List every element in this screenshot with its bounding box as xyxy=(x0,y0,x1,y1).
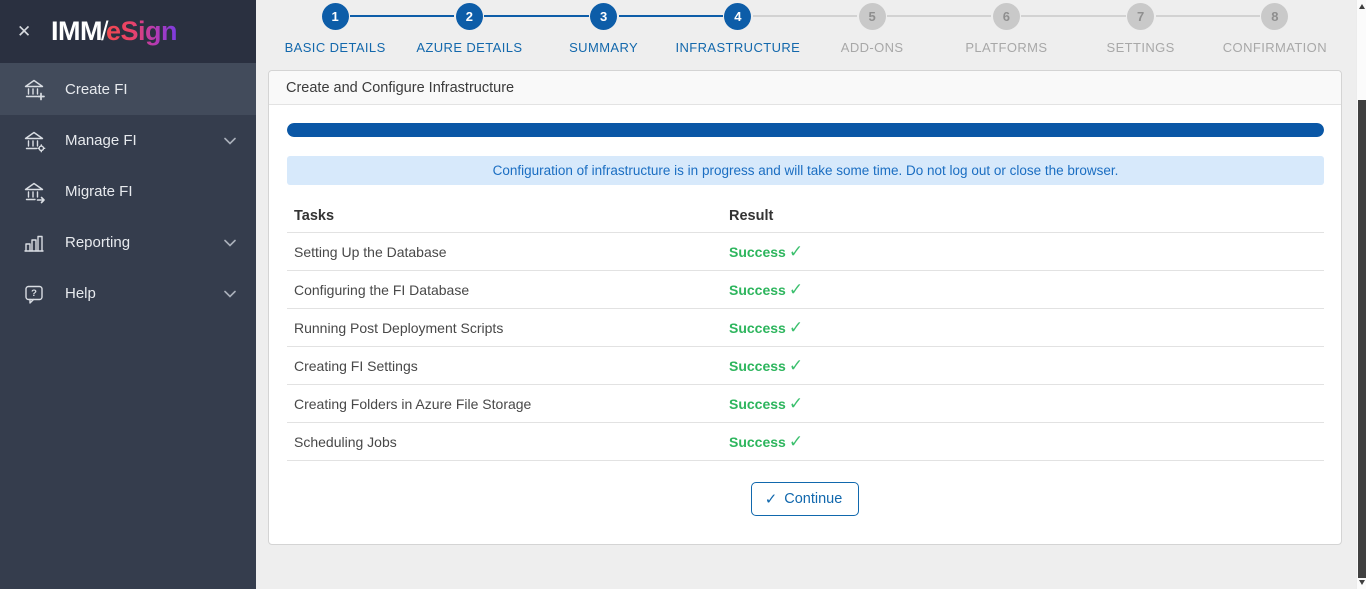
check-icon: ✓ xyxy=(788,317,804,337)
chevron-down-icon xyxy=(224,290,236,298)
step-summary[interactable]: 3 SUMMARY xyxy=(537,3,724,55)
continue-button-label: Continue xyxy=(784,491,843,507)
result-column-header: Result xyxy=(729,207,774,224)
step-number: 7 xyxy=(1127,3,1155,30)
main-content: 1 BASIC DETAILS 2 AZURE DETAILS 3 SUMMAR… xyxy=(256,0,1366,589)
logo-slash: / xyxy=(100,16,109,46)
table-row: Setting Up the Database Success ✓ xyxy=(287,233,1324,271)
step-number: 4 xyxy=(724,3,752,30)
step-azure-details[interactable]: 2 AZURE DETAILS xyxy=(402,3,589,55)
step-label: ADD-ONS xyxy=(840,40,904,55)
vertical-scrollbar[interactable] xyxy=(1356,0,1366,589)
svg-text:?: ? xyxy=(31,288,37,299)
panel-header: Create and Configure Infrastructure xyxy=(269,71,1341,105)
result-status: Success xyxy=(729,433,786,450)
step-infrastructure[interactable]: 4 INFRASTRUCTURE xyxy=(671,3,858,55)
step-label: SUMMARY xyxy=(569,40,639,55)
task-label: Creating FI Settings xyxy=(294,357,418,374)
step-label: SETTINGS xyxy=(1106,40,1175,55)
step-number: 1 xyxy=(321,3,349,30)
sidebar-item-label: Create FI xyxy=(65,80,128,98)
chevron-down-icon xyxy=(224,137,236,145)
result-status: Success xyxy=(729,357,786,374)
wizard-stepper: 1 BASIC DETAILS 2 AZURE DETAILS 3 SUMMAR… xyxy=(256,0,1356,55)
step-platforms[interactable]: 6 PLATFORMS xyxy=(939,3,1126,55)
continue-button[interactable]: ✓ Continue xyxy=(750,482,860,516)
step-number: 6 xyxy=(992,3,1020,30)
sidebar-item-label: Manage FI xyxy=(65,132,137,149)
check-icon: ✓ xyxy=(788,355,804,375)
step-label: BASIC DETAILS xyxy=(284,40,386,55)
tasks-table: Tasks Result Setting Up the Database Suc… xyxy=(287,199,1324,461)
sidebar-header: ✕ IMM/eSign xyxy=(0,0,256,63)
scroll-up-arrow-icon[interactable] xyxy=(1359,4,1365,9)
check-icon: ✓ xyxy=(788,279,804,299)
sidebar-item-label: Reporting xyxy=(65,234,131,251)
task-label: Creating Folders in Azure File Storage xyxy=(294,395,532,412)
sidebar-item-migrate-fi[interactable]: Migrate FI xyxy=(0,166,256,217)
panel-title: Create and Configure Infrastructure xyxy=(286,79,515,96)
check-icon: ✓ xyxy=(788,241,804,261)
button-row: ✓ Continue xyxy=(269,482,1341,516)
table-row: Running Post Deployment Scripts Success ✓ xyxy=(287,309,1324,347)
chevron-down-icon xyxy=(224,239,236,247)
step-number: 5 xyxy=(858,3,886,30)
table-row: Scheduling Jobs Success ✓ xyxy=(287,423,1324,461)
infrastructure-panel: Create and Configure Infrastructure Conf… xyxy=(268,70,1342,545)
check-icon: ✓ xyxy=(788,393,804,413)
task-label: Configuring the FI Database xyxy=(294,281,470,298)
result-status: Success xyxy=(729,281,786,298)
table-row: Configuring the FI Database Success ✓ xyxy=(287,271,1324,309)
sidebar-nav: Create FI Manage FI Migrate FI Reporting xyxy=(0,63,256,319)
step-number: 3 xyxy=(590,3,618,30)
step-settings[interactable]: 7 SETTINGS xyxy=(1074,3,1261,55)
step-basic-details[interactable]: 1 BASIC DETAILS xyxy=(268,3,455,55)
info-alert: Configuration of infrastructure is in pr… xyxy=(287,156,1324,185)
sidebar-item-label: Help xyxy=(65,285,96,302)
progress-fill xyxy=(287,123,1324,137)
step-number: 2 xyxy=(455,3,483,30)
task-label: Setting Up the Database xyxy=(294,243,447,260)
sidebar-item-label: Migrate FI xyxy=(65,183,133,200)
result-status: Success xyxy=(729,243,786,260)
bar-chart-icon xyxy=(24,235,44,252)
progress-bar xyxy=(287,123,1324,137)
step-label: CONFIRMATION xyxy=(1222,40,1327,55)
logo-imm-text: IMM xyxy=(51,16,102,46)
step-label: INFRASTRUCTURE xyxy=(675,40,801,55)
sidebar-item-create-fi[interactable]: Create FI xyxy=(0,63,256,115)
task-label: Scheduling Jobs xyxy=(294,433,397,450)
step-label: AZURE DETAILS xyxy=(416,40,523,55)
step-add-ons[interactable]: 5 ADD-ONS xyxy=(805,3,992,55)
bank-plus-icon xyxy=(24,79,45,101)
table-header-row: Tasks Result xyxy=(287,199,1324,233)
result-status: Success xyxy=(729,319,786,336)
tasks-column-header: Tasks xyxy=(294,207,335,224)
logo-esign-text: eSign xyxy=(106,16,178,46)
step-label: PLATFORMS xyxy=(965,40,1048,55)
sidebar-item-help[interactable]: ? Help xyxy=(0,268,256,319)
step-confirmation[interactable]: 8 CONFIRMATION xyxy=(1208,3,1342,55)
scrollbar-thumb[interactable] xyxy=(1358,100,1366,578)
sidebar: ✕ IMM/eSign Create FI Manage FI Migrate … xyxy=(0,0,256,589)
table-row: Creating FI Settings Success ✓ xyxy=(287,347,1324,385)
result-status: Success xyxy=(729,395,786,412)
table-row: Creating Folders in Azure File Storage S… xyxy=(287,385,1324,423)
step-number: 8 xyxy=(1261,3,1289,30)
check-icon: ✓ xyxy=(764,491,778,508)
sidebar-item-reporting[interactable]: Reporting xyxy=(0,217,256,268)
task-label: Running Post Deployment Scripts xyxy=(294,319,504,336)
app-logo: IMM/eSign xyxy=(51,16,178,47)
check-icon: ✓ xyxy=(788,431,804,451)
sidebar-item-manage-fi[interactable]: Manage FI xyxy=(0,115,256,166)
scroll-down-arrow-icon[interactable] xyxy=(1359,580,1365,585)
bank-gear-icon xyxy=(24,131,46,152)
close-icon[interactable]: ✕ xyxy=(17,22,32,41)
help-bubble-icon: ? xyxy=(25,285,43,304)
bank-arrow-icon xyxy=(24,182,45,203)
